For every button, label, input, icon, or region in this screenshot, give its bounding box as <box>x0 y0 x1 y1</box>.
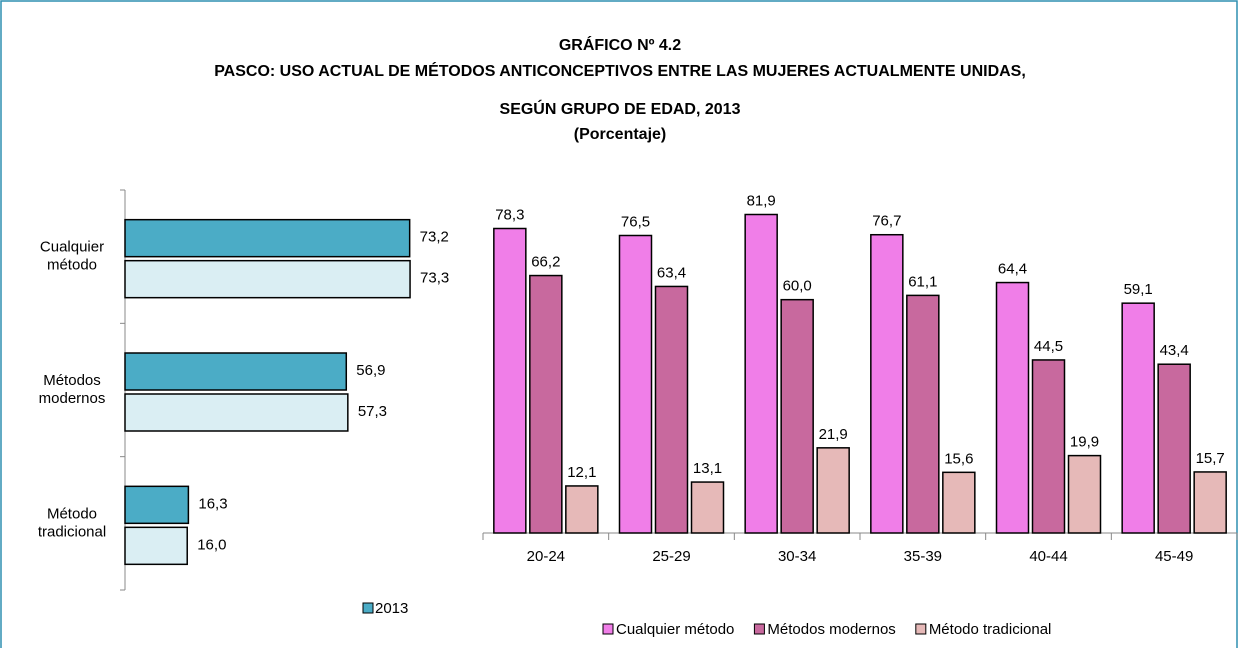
data-label: 16,0 <box>197 536 226 553</box>
label-line: tradicional <box>38 523 106 540</box>
bar <box>995 281 1030 534</box>
data-label: 56,9 <box>356 362 385 379</box>
x-tick-label: 20-24 <box>527 548 565 565</box>
label-line: Método <box>47 505 97 522</box>
legend-swatch <box>915 623 927 635</box>
data-label: 78,3 <box>495 206 524 223</box>
chart-subtitle: PASCO: USO ACTUAL DE MÉTODOS ANTICONCEPT… <box>214 61 1026 80</box>
chart-title: GRÁFICO Nº 4.2 <box>559 35 681 54</box>
bar <box>493 227 527 534</box>
bar <box>1157 363 1191 534</box>
data-label: 13,1 <box>693 460 722 477</box>
data-label: 21,9 <box>819 426 848 443</box>
bar <box>1193 471 1227 534</box>
x-tick-label: 25-29 <box>652 548 690 565</box>
bar <box>654 285 689 534</box>
bar <box>124 259 411 299</box>
x-tick-label: 30-34 <box>778 548 816 565</box>
bar <box>906 294 940 534</box>
x-tick-label: 35-39 <box>904 548 942 565</box>
data-label: 76,5 <box>621 213 650 230</box>
chart-subtitle: SEGÚN GRUPO DE EDAD, 2013 <box>500 99 741 118</box>
bar <box>124 393 349 432</box>
data-label: 44,5 <box>1034 338 1063 355</box>
bar <box>124 352 348 391</box>
data-label: 73,3 <box>420 270 449 287</box>
chart-subtitle: (Porcentaje) <box>574 126 666 143</box>
data-label: 12,1 <box>567 464 596 481</box>
bar <box>780 298 814 534</box>
bar <box>690 481 725 534</box>
legend-label: 2013 <box>375 600 408 617</box>
data-label: 19,9 <box>1070 434 1099 451</box>
x-tick-label: 40-44 <box>1029 548 1067 565</box>
data-label: 15,7 <box>1196 450 1225 467</box>
legend-label: Cualquier método <box>616 621 734 638</box>
bar <box>1067 454 1102 534</box>
bar <box>870 233 904 534</box>
bar <box>565 485 599 534</box>
data-label: 61,1 <box>908 273 937 290</box>
data-label: 60,0 <box>783 278 812 295</box>
bar <box>942 471 976 534</box>
bar <box>618 234 653 534</box>
data-label: 66,2 <box>531 254 560 271</box>
data-label: 57,3 <box>358 403 387 420</box>
data-label: 76,7 <box>872 213 901 230</box>
data-label: 81,9 <box>747 192 776 209</box>
bar <box>124 485 190 525</box>
legend-swatch <box>362 602 374 614</box>
label-line: modernos <box>39 390 106 407</box>
data-label: 15,6 <box>944 450 973 467</box>
legend-swatch <box>602 623 614 635</box>
y-tick-label: Métodos modernos <box>39 372 106 407</box>
data-label: 63,4 <box>657 264 686 281</box>
bar <box>744 213 778 534</box>
legend-label: Método tradicional <box>929 621 1052 638</box>
bar <box>816 447 850 534</box>
bar <box>1031 359 1066 534</box>
label-line: método <box>47 257 97 274</box>
data-label: 59,1 <box>1124 281 1153 298</box>
x-tick-label: 45-49 <box>1155 548 1193 565</box>
bar <box>124 218 411 258</box>
bar <box>529 274 563 534</box>
y-tick-label: Método tradicional <box>38 505 106 540</box>
legend-label: Métodos modernos <box>767 621 895 638</box>
data-label: 64,4 <box>998 261 1027 278</box>
label-line: Cualquier <box>40 239 104 256</box>
bar <box>1121 302 1155 534</box>
label-line: Métodos <box>43 372 101 389</box>
data-label: 43,4 <box>1160 342 1189 359</box>
legend-swatch <box>753 623 765 635</box>
bar <box>124 526 188 566</box>
data-label: 73,2 <box>420 229 449 246</box>
y-tick-label: Cualquier método <box>40 239 104 274</box>
data-label: 16,3 <box>198 495 227 512</box>
